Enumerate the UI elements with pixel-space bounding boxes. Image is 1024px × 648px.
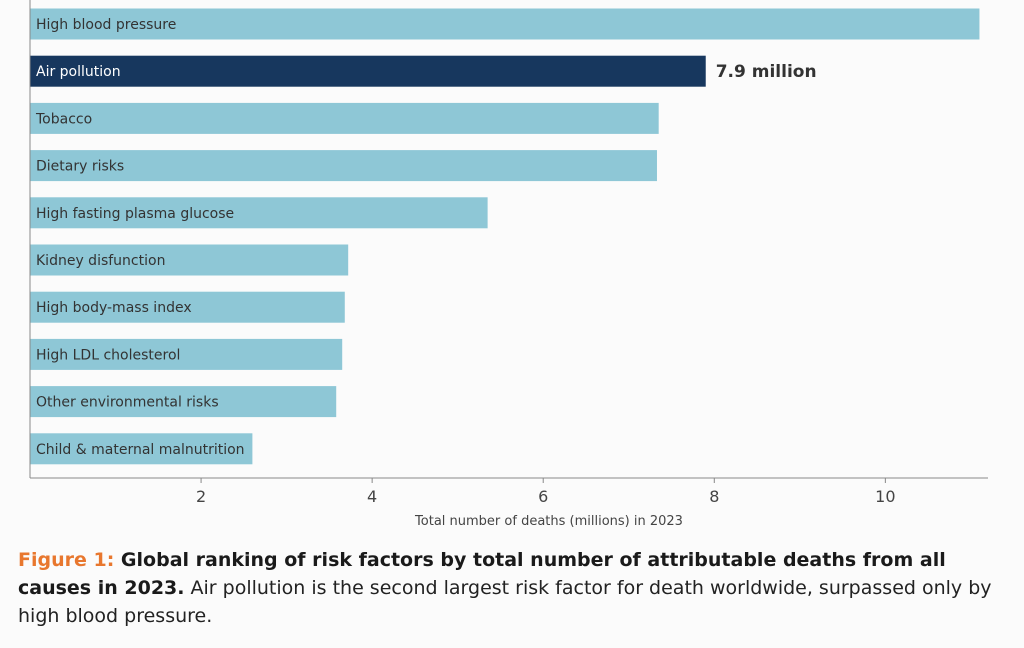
bar-category-label: High body-mass index [36,300,192,316]
bars-group: High blood pressure Air pollution 7.9 mill… [30,8,980,465]
bar-category-label: High fasting plasma glucose [36,206,234,222]
risk-factor-bar-chart: High blood pressure Air pollution 7.9 mill… [29,0,988,529]
bar-category-label: High LDL cholesterol [36,347,180,363]
bar [30,338,343,370]
bar-category-label: High blood pressure [36,17,176,33]
bar [30,386,337,418]
bar [30,291,345,323]
bar-value-label: 7.9 million [716,62,817,82]
bar-category-label: Air pollution [36,64,121,80]
figure-label: Figure 1: [18,549,115,571]
caption-body-text: Air pollution is the second largest risk… [18,577,992,627]
bar-category-label: Tobacco [35,111,92,127]
bar [30,8,980,40]
bar [30,433,253,465]
bar-category-label: Dietary risks [36,159,124,175]
x-axis-title: Total number of deaths (millions) in 202… [414,514,683,529]
bar [30,197,488,229]
x-tick-label: 8 [709,487,719,506]
bar-category-label: Kidney disfunction [36,253,165,269]
x-tick-label: 4 [367,487,377,506]
figure-caption: Figure 1: Global ranking of risk factors… [18,546,1008,630]
x-tick-label: 6 [538,487,548,506]
bar-category-label: Child & maternal malnutrition [36,442,245,458]
bar [30,150,657,182]
x-axis: 2 4 6 8 10 [29,0,988,506]
x-tick-label: 2 [196,487,206,506]
x-tick-label: 10 [875,487,895,506]
caption-bold-text: Global ranking of risk factors by total … [18,549,946,599]
bar [30,102,659,134]
bar [30,55,706,87]
bar-category-label: Other environmental risks [36,395,219,411]
bar [30,244,349,276]
